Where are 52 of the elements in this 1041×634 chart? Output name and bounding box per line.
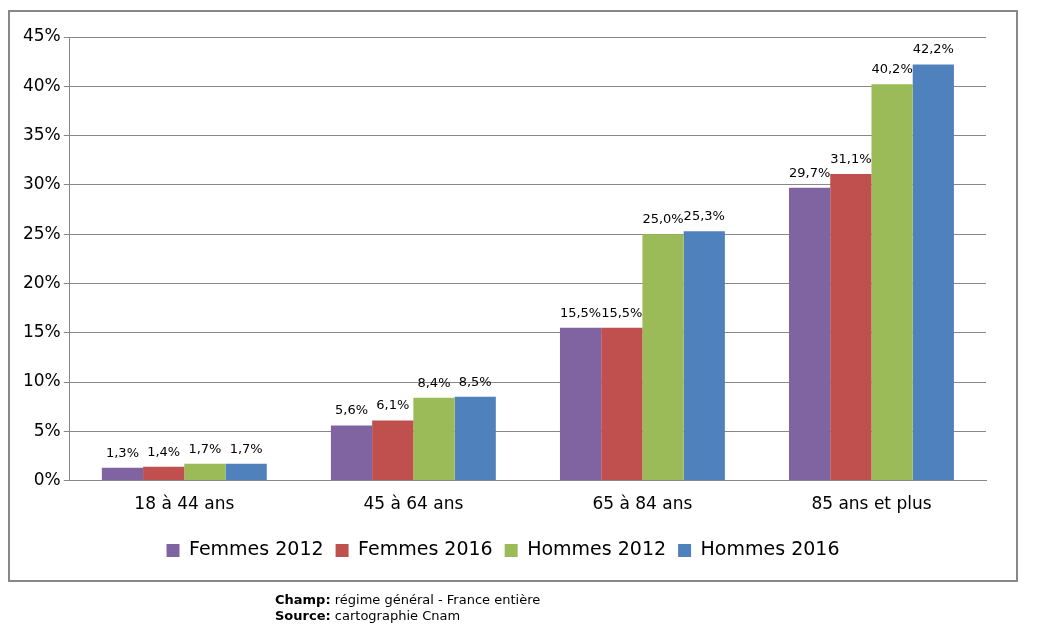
data-label: 15,5% [559,304,602,320]
bar [642,234,684,481]
bar [225,463,267,481]
data-label: 25,0% [642,211,684,227]
x-tick-label: 18 à 44 ans [134,493,235,514]
x-tick-label: 45 à 64 ans [363,493,464,514]
source-note: Source: cartographie Cnam [275,608,462,624]
bar [101,467,144,481]
bar [683,231,725,481]
data-label: 6,1% [376,397,410,413]
legend-label: Femmes 2016 [358,537,493,560]
data-label: 1,7% [188,440,222,456]
y-tick-label: 20% [22,271,61,292]
y-tick-label: 30% [22,173,61,194]
bar [601,327,643,481]
text: Champ: régime général - France entière [275,592,541,608]
legend-label: Hommes 2016 [700,537,840,560]
bar [454,396,496,481]
bar [372,420,414,481]
y-tick-label: 40% [22,74,61,95]
y-tick-label: 15% [22,321,61,342]
y-tick-label: 5% [33,419,61,440]
data-label: 8,5% [458,373,492,389]
data-label: 29,7% [788,164,831,180]
bar [789,187,831,481]
bar [413,397,455,481]
legend-label: Hommes 2012 [527,537,667,560]
bar [912,64,954,481]
x-tick-label: 65 à 84 ans [592,493,693,514]
bar [559,327,602,481]
legend-label: Femmes 2012 [189,537,324,560]
y-tick-label: 45% [22,25,61,46]
bar [184,463,226,481]
bar [871,84,913,481]
y-tick-label: 10% [22,370,61,391]
y-tick-label: 0% [33,469,61,490]
data-label: 15,5% [601,304,643,320]
data-label: 1,3% [105,444,139,460]
data-label: 1,4% [147,443,181,459]
bar [330,425,373,481]
data-label: 42,2% [912,41,954,57]
x-tick-label: 85 ans et plus [811,493,932,514]
y-tick-label: 25% [22,222,61,243]
bar [143,466,185,481]
data-label: 8,4% [417,374,451,390]
data-label: 1,7% [229,440,263,456]
data-label: 25,3% [683,208,725,224]
data-label: 31,1% [830,150,872,166]
bar [830,174,872,481]
data-label: 5,6% [335,402,369,418]
data-label: 40,2% [871,61,913,77]
y-tick-label: 35% [22,124,61,144]
